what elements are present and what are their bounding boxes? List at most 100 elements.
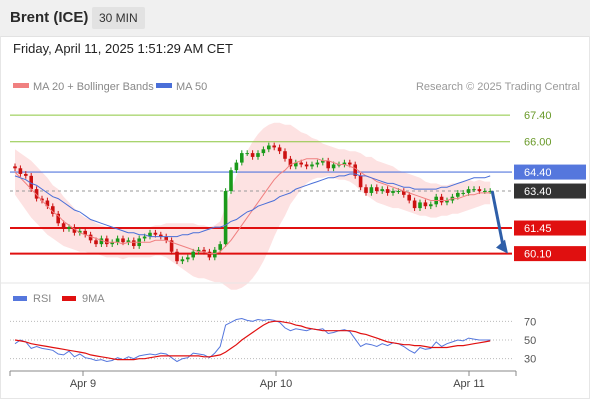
level-tag-2 xyxy=(514,164,586,180)
level-tag-3 xyxy=(514,183,586,199)
candle-body xyxy=(375,187,379,192)
chart-datetime: Friday, April 11, 2025 1:51:29 AM CET xyxy=(13,41,233,56)
candle-body xyxy=(315,162,320,165)
level-label-0: 67.40 xyxy=(524,110,552,122)
candle-body xyxy=(153,232,158,235)
candle-body xyxy=(283,151,287,159)
candle-body xyxy=(348,162,352,165)
candle-body xyxy=(159,234,163,237)
rsi-ma9-line xyxy=(14,320,491,361)
candle-body xyxy=(412,200,417,209)
level-label-5: 60.10 xyxy=(524,249,552,261)
candle-body xyxy=(61,223,66,229)
candle-body xyxy=(466,189,471,193)
ma9-legend-swatch xyxy=(62,296,76,301)
rsi-tick-label-0: 30 xyxy=(524,354,536,366)
candle-body xyxy=(439,196,444,203)
ma20-legend-swatch xyxy=(13,83,29,88)
candle-body xyxy=(272,145,276,148)
candle-body xyxy=(34,189,39,199)
candle-body xyxy=(132,240,136,247)
candle-body xyxy=(94,240,98,245)
candle-body xyxy=(142,236,147,239)
candle-body xyxy=(180,259,185,262)
rsi-tick-label-2: 70 xyxy=(524,316,536,328)
x-axis: Apr 9 Apr 10 Apr 11 xyxy=(9,370,517,390)
ma50-legend-swatch xyxy=(156,83,172,88)
timeframe-button[interactable]: 30 MIN xyxy=(92,7,145,29)
candle-body xyxy=(13,166,17,169)
candle-body xyxy=(380,189,384,192)
candle-body xyxy=(294,162,298,167)
candle-body xyxy=(45,200,50,207)
forecast-arrow-head xyxy=(496,239,508,254)
candle-body xyxy=(456,192,460,197)
candle-body xyxy=(277,147,282,152)
ma9-legend-label: 9MA xyxy=(82,293,105,305)
x-tick-label-2: Apr 11 xyxy=(453,378,485,390)
candle-body xyxy=(191,251,195,258)
level-label-4: 61.45 xyxy=(524,223,552,235)
ma20-legend-label: MA 20 + Bollinger Bands xyxy=(33,81,154,93)
candle-body xyxy=(423,202,428,207)
level-tag-4 xyxy=(514,220,586,236)
candle-body xyxy=(310,164,314,167)
candle-body xyxy=(223,191,228,245)
candle-body xyxy=(418,202,422,209)
candle-body xyxy=(229,170,233,192)
candle-body xyxy=(304,164,309,167)
candle-body xyxy=(56,213,60,224)
candle-body xyxy=(364,187,368,193)
candle-body xyxy=(385,189,390,193)
candle-body xyxy=(483,191,487,193)
rsi-panel: 30 50 70 xyxy=(10,316,536,366)
candle-body xyxy=(105,238,109,245)
candle-body xyxy=(78,230,82,233)
price-panel: 67.40 66.00 64.40 63.40 61.45 60.10 xyxy=(10,110,586,290)
candle-body xyxy=(250,153,255,157)
candle-body xyxy=(83,230,87,235)
title-bar: Brent (ICE) 30 MIN xyxy=(0,0,590,37)
candle-body xyxy=(407,194,411,201)
candle-body xyxy=(445,200,449,203)
candle-body xyxy=(51,206,55,214)
ma50-line xyxy=(14,173,491,238)
level-label-3: 63.40 xyxy=(524,186,552,198)
candle-body xyxy=(186,257,190,260)
candle-body xyxy=(202,249,206,252)
candle-body xyxy=(369,187,374,193)
candle-body xyxy=(326,160,330,169)
candle-body xyxy=(67,227,71,229)
candle-body xyxy=(234,162,239,171)
candle-body xyxy=(240,153,244,163)
candle-body xyxy=(245,153,249,155)
candle-body xyxy=(429,204,433,207)
rsi-legend-swatch xyxy=(13,296,27,301)
candle-body xyxy=(402,191,406,195)
candle-body xyxy=(488,191,492,193)
candle-body xyxy=(207,251,212,258)
copyright-text: Research © 2025 Trading Central xyxy=(416,81,580,93)
candle-body xyxy=(121,238,125,243)
ma50-legend-label: MA 50 xyxy=(176,81,207,93)
candle-body xyxy=(126,240,131,243)
candle-body xyxy=(391,191,395,193)
candle-body xyxy=(110,242,114,245)
candle-body xyxy=(461,192,465,194)
candle-body xyxy=(88,234,93,241)
candle-body xyxy=(175,251,179,262)
level-label-1: 66.00 xyxy=(524,137,552,149)
rsi-legend-label: RSI xyxy=(33,293,51,305)
candle-body xyxy=(358,175,363,188)
x-tick-label-1: Apr 10 xyxy=(260,378,292,390)
candle-body xyxy=(40,198,44,201)
candle-body xyxy=(299,162,303,165)
level-label-2: 64.40 xyxy=(524,167,552,179)
candle-body xyxy=(256,153,260,157)
rsi-line xyxy=(14,317,491,363)
candle-body xyxy=(321,160,325,163)
candle-body xyxy=(218,244,222,250)
candle-body xyxy=(288,158,293,167)
candle-body xyxy=(18,168,23,174)
